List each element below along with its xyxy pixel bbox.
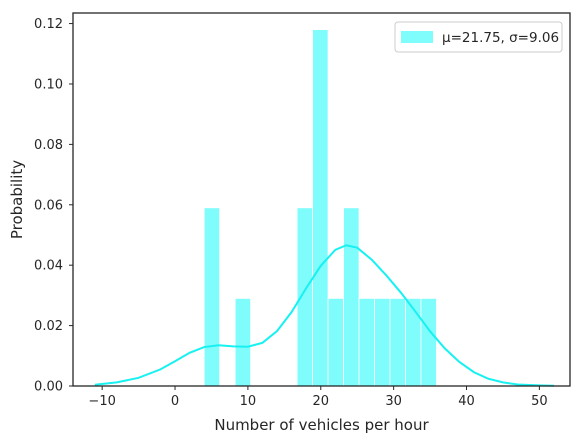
histogram-bar [389, 298, 406, 387]
y-tick-label: 0.12 [34, 17, 63, 32]
histogram-bar [234, 298, 252, 387]
x-axis-label: Number of vehicles per hour [214, 416, 429, 434]
x-tick-label: 20 [312, 394, 329, 409]
plot-frame [72, 12, 571, 387]
y-tick-label: 0.08 [34, 138, 63, 153]
histogram-bar [343, 207, 360, 387]
y-tick-label: 0.06 [34, 198, 63, 213]
y-axis-label: Probability [8, 160, 26, 239]
histogram-bar [203, 207, 221, 387]
x-tick-label: 0 [171, 394, 179, 409]
histogram-bar [312, 29, 329, 387]
legend: μ=21.75, σ=9.06 [394, 21, 563, 53]
legend-label: μ=21.75, σ=9.06 [442, 30, 559, 46]
x-tick-label: −10 [88, 394, 115, 409]
histogram-bar [405, 298, 422, 387]
histogram-bar [374, 298, 391, 387]
kde-curve [94, 244, 554, 387]
x-tick-label: 50 [531, 394, 548, 409]
x-tick-label: 40 [458, 394, 475, 409]
y-tick-label: 0.02 [34, 319, 63, 334]
y-tick-label: 0.10 [34, 77, 63, 92]
y-tick-label: 0.04 [34, 259, 63, 274]
histogram-bar [327, 298, 344, 387]
histogram-bar [420, 298, 437, 387]
histogram-bar [358, 298, 375, 387]
y-tick-label: 0.00 [34, 380, 63, 395]
legend-swatch [401, 31, 433, 43]
x-tick-label: 30 [385, 394, 402, 409]
x-axis-ticks: −10 0 10 20 30 40 50 [88, 386, 548, 409]
histogram-bars [203, 29, 437, 387]
x-tick-label: 10 [240, 394, 257, 409]
legend-box [394, 21, 563, 53]
histogram-bar [296, 207, 313, 387]
y-axis-ticks: 0.00 0.02 0.04 0.06 0.08 0.10 0.12 [34, 17, 73, 395]
